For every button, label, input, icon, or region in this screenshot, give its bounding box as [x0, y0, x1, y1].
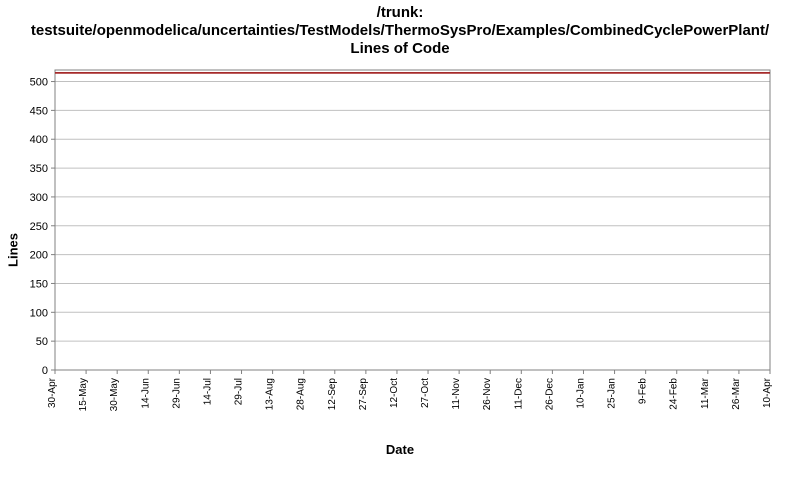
svg-text:29-Jun: 29-Jun — [171, 378, 182, 409]
svg-text:25-Jan: 25-Jan — [607, 378, 618, 409]
svg-text:400: 400 — [30, 134, 48, 146]
y-axis-label: Lines — [5, 233, 20, 267]
svg-text:450: 450 — [30, 105, 48, 117]
title-line-2: testsuite/openmodelica/uncertainties/Tes… — [10, 22, 790, 58]
svg-text:10-Jan: 10-Jan — [575, 378, 586, 409]
chart-container: Lines 0 50 100 150 200 250 300 350 400 450 500 30-A… — [0, 60, 800, 440]
svg-text:14-Jun: 14-Jun — [140, 378, 151, 409]
svg-text:15-May: 15-May — [78, 378, 89, 411]
title-line-1: /trunk: — [10, 4, 790, 22]
svg-text:28-Aug: 28-Aug — [296, 378, 307, 410]
svg-text:24-Feb: 24-Feb — [669, 378, 680, 410]
svg-text:11-Mar: 11-Mar — [700, 377, 711, 409]
svg-text:12-Sep: 12-Sep — [327, 378, 338, 411]
svg-text:26-Nov: 26-Nov — [482, 378, 493, 410]
svg-text:27-Sep: 27-Sep — [358, 378, 369, 411]
svg-text:50: 50 — [36, 336, 48, 348]
svg-text:9-Feb: 9-Feb — [638, 378, 649, 405]
svg-text:27-Oct: 27-Oct — [420, 378, 431, 408]
svg-text:300: 300 — [30, 192, 48, 204]
svg-text:350: 350 — [30, 163, 48, 175]
svg-text:30-May: 30-May — [109, 378, 120, 411]
svg-text:29-Jul: 29-Jul — [234, 378, 245, 405]
svg-text:250: 250 — [30, 221, 48, 233]
svg-text:150: 150 — [30, 278, 48, 290]
svg-text:200: 200 — [30, 250, 48, 262]
svg-text:14-Jul: 14-Jul — [202, 378, 213, 405]
svg-text:11-Nov: 11-Nov — [451, 378, 462, 410]
svg-text:13-Aug: 13-Aug — [265, 378, 276, 410]
chart-plot: 0 50 100 150 200 250 300 350 400 450 500 30-Apr 15-M… — [0, 60, 780, 440]
svg-text:10-Apr: 10-Apr — [762, 377, 773, 408]
svg-text:12-Oct: 12-Oct — [389, 378, 400, 408]
svg-text:11-Dec: 11-Dec — [513, 378, 524, 410]
svg-text:500: 500 — [30, 77, 48, 89]
chart-title: /trunk: testsuite/openmodelica/uncertain… — [0, 0, 800, 60]
svg-text:100: 100 — [30, 307, 48, 319]
svg-text:26-Dec: 26-Dec — [544, 378, 555, 410]
svg-text:0: 0 — [42, 365, 48, 377]
svg-text:30-Apr: 30-Apr — [47, 377, 58, 408]
svg-text:26-Mar: 26-Mar — [731, 377, 742, 409]
x-axis-label: Date — [0, 442, 800, 457]
